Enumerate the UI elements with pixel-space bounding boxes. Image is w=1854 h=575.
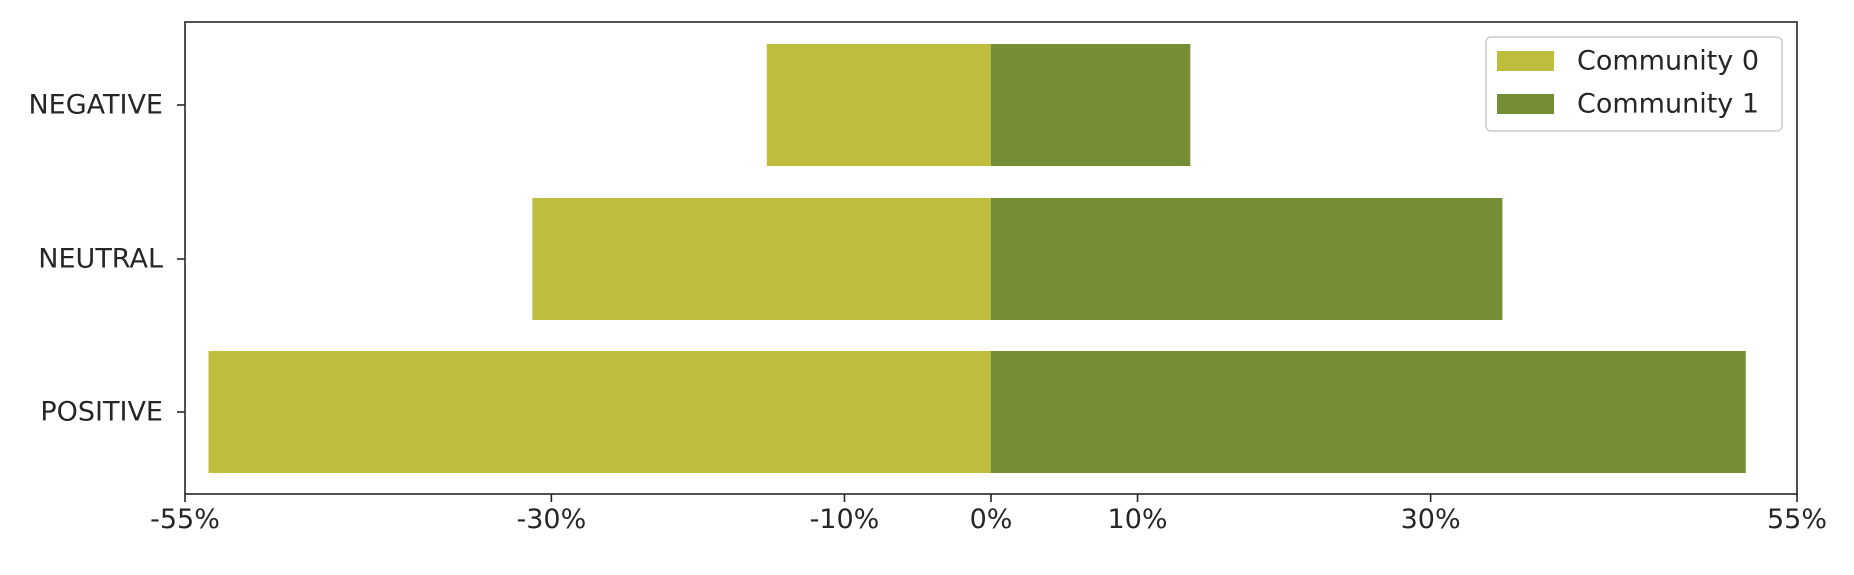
x-tick-label: -55% <box>150 504 220 535</box>
x-tick-label: -30% <box>516 504 586 535</box>
y-tick-label: POSITIVE <box>40 397 163 428</box>
y-tick-label: NEUTRAL <box>38 244 163 275</box>
x-tick-label: 55% <box>1767 504 1827 535</box>
y-axis: NEGATIVE NEUTRAL POSITIVE <box>28 90 185 428</box>
x-tick-label: 30% <box>1401 504 1461 535</box>
x-tick-label: 0% <box>970 504 1013 535</box>
bar-community-0-neutral <box>532 198 991 320</box>
bars-layer <box>208 44 1746 473</box>
bar-community-1-negative <box>991 44 1191 166</box>
bar-community-0-negative <box>766 44 991 166</box>
bar-community-1-positive <box>991 351 1746 473</box>
bar-community-1-neutral <box>991 198 1503 320</box>
legend: Community 0 Community 1 <box>1485 36 1783 132</box>
x-axis: -55% -30% -10% 0% 10% 30% 55% <box>150 494 1827 535</box>
legend-swatch <box>1497 94 1554 114</box>
legend-label: Community 1 <box>1577 89 1759 120</box>
x-tick-label: 10% <box>1108 504 1168 535</box>
legend-box <box>1485 36 1783 132</box>
legend-swatch <box>1497 51 1554 71</box>
x-tick-label: -10% <box>810 504 880 535</box>
y-tick-label: NEGATIVE <box>28 90 163 121</box>
legend-label: Community 0 <box>1577 46 1759 77</box>
bar-community-0-positive <box>208 351 991 473</box>
